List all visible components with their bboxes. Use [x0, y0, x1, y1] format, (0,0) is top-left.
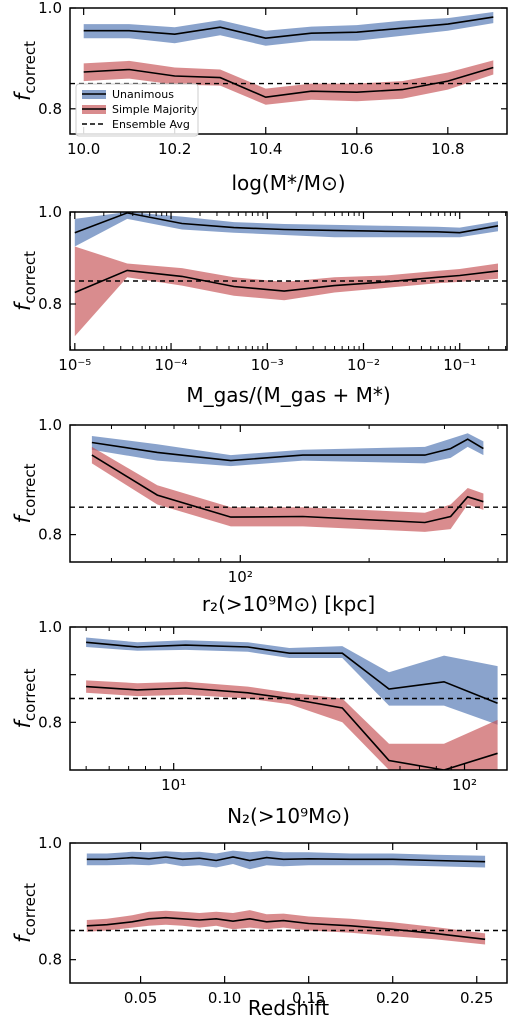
x-tick-label: 10¹: [161, 776, 186, 794]
line-unanimous: [83, 16, 494, 40]
y-tick-label: 1.0: [38, 203, 62, 221]
x-tick-label: 0.20: [376, 989, 409, 1007]
panel-3: 0.8 1.0 10² fcorrect r₂(>10⁹M⊙) [kpc]: [11, 416, 508, 616]
line-unanimous: [74, 212, 499, 234]
x-tick-label: 10²: [228, 568, 253, 586]
y-axis-label: fcorrect: [11, 463, 39, 523]
axes-frame: [69, 626, 508, 771]
panel-4: 0.8 1.0 10¹ 10² fcorrect N₂(>10⁹M⊙): [11, 618, 508, 828]
legend-label: Simple Majority: [112, 103, 198, 116]
x-tick-label: 10.4: [249, 140, 282, 158]
x-tick-label: 10.6: [340, 140, 373, 158]
y-tick-label: 0.8: [38, 526, 62, 544]
y-axis-label: fcorrect: [11, 251, 39, 311]
x-tick-label: 10⁻⁵: [58, 356, 91, 374]
band-simple-majority: [86, 910, 486, 945]
band-simple-majority: [86, 680, 498, 770]
line-simple-majority: [74, 269, 499, 294]
x-axis-label: M_gas/(M_gas + M*): [186, 383, 390, 407]
panel-5: 0.8 1.0 0.05 0.10 0.15 0.20 0.25 fcorrect Redshi…: [11, 834, 508, 1020]
x-axis-label: N₂(>10⁹M⊙): [227, 804, 350, 828]
y-tick-label: 0.8: [38, 295, 62, 313]
legend-label: Ensemble Avg: [112, 118, 190, 131]
x-tick-label: 10.2: [158, 140, 191, 158]
x-axis-label: r₂(>10⁹M⊙) [kpc]: [202, 592, 375, 616]
x-axis-label: Redshift: [248, 996, 329, 1020]
axes-frame: [69, 842, 508, 984]
axes-frame: [69, 7, 508, 135]
y-tick-label: 1.0: [38, 416, 62, 434]
panel-1: 0.8 1.0 10.0 10.2 10.4 10.6 10.8 fcorrect log(M*…: [11, 0, 508, 195]
x-tick-label: 10²: [452, 776, 477, 794]
x-tick-label: 0.25: [460, 989, 493, 1007]
band-simple-majority: [83, 60, 494, 105]
y-tick-label: 1.0: [38, 618, 62, 636]
plot-area: [70, 637, 507, 770]
y-tick-label: 0.8: [38, 951, 62, 969]
axes-frame: [69, 424, 508, 563]
x-tick-label: 10⁻²: [347, 356, 380, 374]
band-unanimous: [91, 433, 484, 467]
band-unanimous: [86, 637, 498, 725]
band-unanimous: [83, 12, 494, 46]
legend-box: [75, 83, 199, 137]
plot-area: [70, 212, 507, 337]
plot-area: [70, 850, 507, 945]
y-axis-label: fcorrect: [11, 41, 39, 101]
line-unanimous: [86, 641, 498, 705]
x-tick-label: 10.0: [67, 140, 100, 158]
x-tick-label: 0.15: [292, 989, 325, 1007]
band-simple-majority: [91, 446, 484, 532]
x-tick-label: 10⁻¹: [443, 356, 476, 374]
x-tick-label: 10⁻³: [251, 356, 284, 374]
y-axis-label: fcorrect: [11, 883, 39, 943]
legend-label: Unanimous: [112, 88, 174, 101]
x-tick-label: 10.8: [431, 140, 464, 158]
y-tick-label: 0.8: [38, 713, 62, 731]
line-simple-majority: [86, 916, 486, 941]
legend: Unanimous Simple Majority Ensemble Avg: [75, 83, 199, 137]
y-tick-label: 0.8: [38, 100, 62, 118]
line-simple-majority: [91, 454, 484, 524]
x-tick-label: 10⁻⁴: [155, 356, 188, 374]
y-tick-label: 1.0: [38, 0, 62, 17]
x-tick-label: 0.05: [124, 989, 157, 1007]
x-axis-label: log(M*/M⊙): [231, 171, 345, 195]
x-tick-label: 0.10: [208, 989, 241, 1007]
plot-area: [70, 433, 507, 532]
plot-area: [70, 12, 507, 105]
y-tick-label: 1.0: [38, 834, 62, 852]
panel-2: 0.8 1.0 10⁻⁵ 10⁻⁴ 10⁻³ 10⁻² 10⁻¹ fcorrect M_gas/…: [11, 203, 508, 407]
line-unanimous: [91, 438, 484, 462]
line-unanimous: [86, 856, 486, 863]
line-simple-majority: [83, 66, 494, 99]
y-axis-label: fcorrect: [11, 668, 39, 728]
axes-frame: [69, 211, 508, 351]
